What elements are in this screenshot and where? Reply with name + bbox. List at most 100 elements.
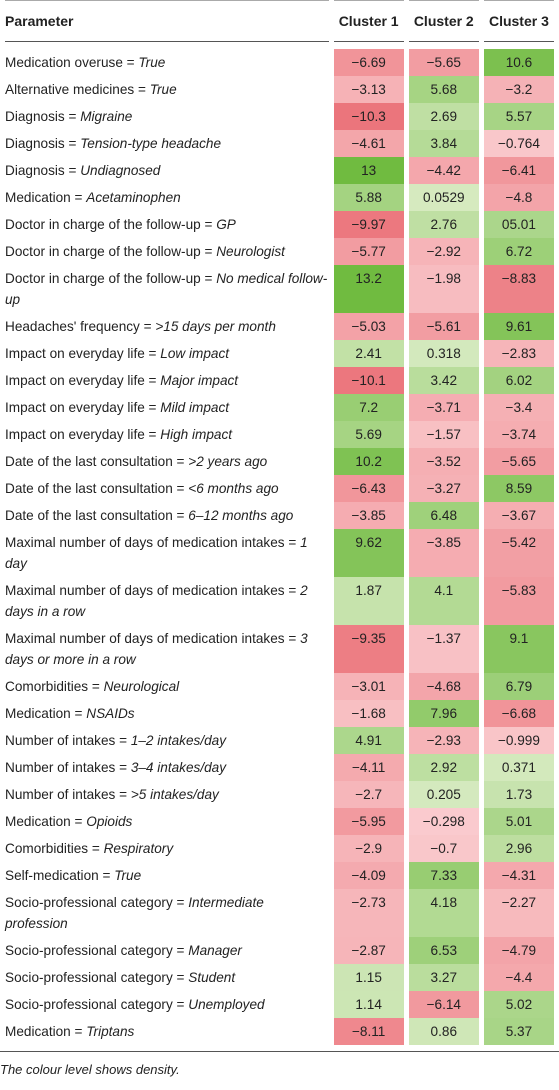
parameter-cell: Maximal number of days of medication int…	[5, 625, 329, 673]
value-cell: 5.68	[408, 76, 479, 103]
value-cell: −9.35	[333, 625, 404, 673]
value-cell: −0.298	[408, 808, 479, 835]
table-row: Doctor in charge of the follow-up = No m…	[5, 265, 554, 313]
parameter-level: Neurological	[103, 679, 180, 694]
parameter-level: NSAIDs	[86, 706, 135, 721]
value-cell: 5.01	[483, 808, 554, 835]
value-cell: 2.69	[408, 103, 479, 130]
parameter-name: Comorbidities =	[5, 841, 100, 856]
table-row: Socio-professional category = Unemployed…	[5, 991, 554, 1018]
parameter-level: Migraine	[80, 109, 133, 124]
parameter-level: Mild impact	[160, 400, 230, 415]
value-cell: 10.2	[333, 448, 404, 475]
value-cell: 6.72	[483, 238, 554, 265]
value-cell: 1.15	[333, 964, 404, 991]
parameter-name: Socio-professional category =	[5, 943, 185, 958]
value-cell: −5.03	[333, 313, 404, 340]
value-cell: −2.27	[483, 889, 554, 937]
value-cell: 6.48	[408, 502, 479, 529]
value-cell: −10.3	[333, 103, 404, 130]
table-row: Medication = NSAIDs −1.68 7.96 −6.68	[5, 700, 554, 727]
value-cell: −0.999	[483, 727, 554, 754]
parameter-name: Socio-professional category =	[5, 997, 185, 1012]
value-cell: −4.8	[483, 184, 554, 211]
value-cell: 5.37	[483, 1018, 554, 1045]
value-cell: 7.33	[408, 862, 479, 889]
parameter-level: Student	[188, 970, 236, 985]
parameter-cell: Socio-professional category = Intermedia…	[5, 889, 329, 937]
value-cell: 4.91	[333, 727, 404, 754]
value-cell: −2.93	[408, 727, 479, 754]
parameter-level: GP	[216, 217, 236, 232]
parameter-cell: Socio-professional category = Manager	[5, 937, 329, 964]
value-cell: −6.41	[483, 157, 554, 184]
parameter-cell: Doctor in charge of the follow-up = GP	[5, 211, 329, 238]
value-cell: −3.4	[483, 394, 554, 421]
table-row: Comorbidities = Respiratory −2.9 −0.7 2.96	[5, 835, 554, 862]
parameter-level: Neurologist	[216, 244, 285, 259]
value-cell: −8.11	[333, 1018, 404, 1045]
header-row: Parameter Cluster 1 Cluster 2 Cluster 3	[5, 0, 554, 42]
value-cell: 4.18	[408, 889, 479, 937]
value-cell: 0.371	[483, 754, 554, 781]
parameter-cell: Diagnosis = Tension-type headache	[5, 130, 329, 157]
value-cell: −3.27	[408, 475, 479, 502]
value-cell: 5.88	[333, 184, 404, 211]
parameter-cell: Medication = Triptans	[5, 1018, 329, 1045]
value-cell: 6.02	[483, 367, 554, 394]
parameter-level: >2 years ago	[188, 454, 268, 469]
parameter-cell: Self-medication = True	[5, 862, 329, 889]
value-cell: −5.61	[408, 313, 479, 340]
value-cell: 8.59	[483, 475, 554, 502]
parameter-name: Self-medication =	[5, 868, 111, 883]
parameter-name: Doctor in charge of the follow-up =	[5, 244, 213, 259]
value-cell: −5.65	[408, 49, 479, 76]
value-cell: −5.42	[483, 529, 554, 577]
parameter-name: Doctor in charge of the follow-up =	[5, 217, 213, 232]
value-cell: 1.87	[333, 577, 404, 625]
value-cell: 1.14	[333, 991, 404, 1018]
parameter-level: 3–4 intakes/day	[130, 760, 227, 775]
parameter-cell: Medication = NSAIDs	[5, 700, 329, 727]
parameter-name: Medication =	[5, 190, 83, 205]
value-cell: 10.6	[483, 49, 554, 76]
parameter-name: Number of intakes =	[5, 787, 128, 802]
parameter-cell: Alternative medicines = True	[5, 76, 329, 103]
value-cell: −3.52	[408, 448, 479, 475]
table-row: Socio-professional category = Intermedia…	[5, 889, 554, 937]
table-row: Impact on everyday life = Mild impact 7.2…	[5, 394, 554, 421]
value-cell: 2.96	[483, 835, 554, 862]
table-row: Date of the last consultation = <6 month…	[5, 475, 554, 502]
parameter-cell: Impact on everyday life = Major impact	[5, 367, 329, 394]
parameter-name: Maximal number of days of medication int…	[5, 631, 297, 646]
parameter-cell: Comorbidities = Respiratory	[5, 835, 329, 862]
value-cell: 05.01	[483, 211, 554, 238]
table-row: Impact on everyday life = High impact 5.6…	[5, 421, 554, 448]
parameter-name: Doctor in charge of the follow-up =	[5, 271, 213, 286]
value-cell: −2.83	[483, 340, 554, 367]
parameter-name: Date of the last consultation =	[5, 454, 185, 469]
parameter-level: High impact	[160, 427, 233, 442]
value-cell: 0.0529	[408, 184, 479, 211]
parameter-level: 6–12 months ago	[188, 508, 294, 523]
table-row: Date of the last consultation = 6–12 mon…	[5, 502, 554, 529]
value-cell: −5.95	[333, 808, 404, 835]
parameter-level: True	[138, 55, 166, 70]
value-cell: 9.1	[483, 625, 554, 673]
value-cell: −4.31	[483, 862, 554, 889]
parameter-level: Major impact	[160, 373, 239, 388]
parameter-level: Low impact	[160, 346, 230, 361]
value-cell: −3.74	[483, 421, 554, 448]
value-cell: −6.69	[333, 49, 404, 76]
table-row: Comorbidities = Neurological −3.01 −4.68 6.…	[5, 673, 554, 700]
parameter-level: Respiratory	[103, 841, 174, 856]
value-cell: −2.92	[408, 238, 479, 265]
table-row: Maximal number of days of medication int…	[5, 529, 554, 577]
value-cell: 0.318	[408, 340, 479, 367]
parameter-level: 3 days or more in a row	[5, 631, 308, 667]
value-cell: −6.43	[333, 475, 404, 502]
parameter-name: Date of the last consultation =	[5, 508, 185, 523]
value-cell: −4.79	[483, 937, 554, 964]
parameter-level: True	[114, 868, 142, 883]
parameter-name: Medication overuse =	[5, 55, 135, 70]
